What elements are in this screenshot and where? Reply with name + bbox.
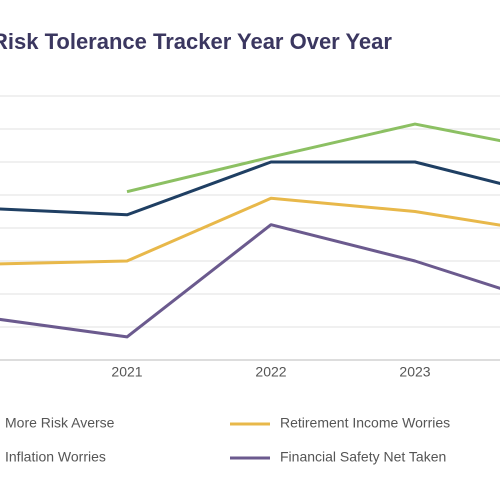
series-line — [126, 122, 500, 194]
series-line — [0, 160, 500, 217]
x-tick-label: 2023 — [399, 364, 430, 380]
series-line — [0, 196, 500, 266]
x-tick-label: 2022 — [255, 364, 286, 380]
legend-label: Inflation Worries — [5, 449, 106, 465]
legend-label: Retirement Income Worries — [280, 415, 450, 431]
legend-label: Financial Safety Net Taken — [280, 449, 446, 465]
x-tick-label: 2021 — [111, 364, 142, 380]
series-line — [0, 223, 500, 339]
legend-label: More Risk Averse — [5, 415, 115, 431]
chart-title: Risk Tolerance Tracker Year Over Year — [0, 29, 392, 54]
